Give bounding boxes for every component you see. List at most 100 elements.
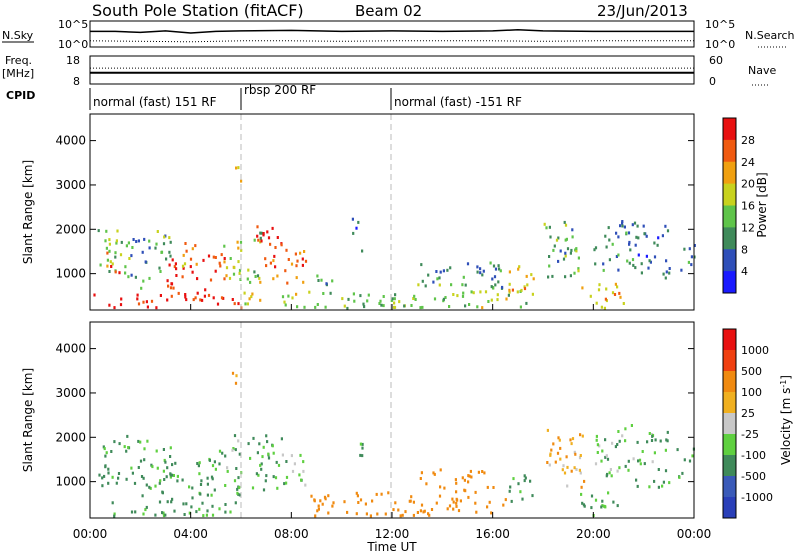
data-cell: [195, 262, 198, 266]
velocity-plot: 1000 2000 3000 4000 00:00 04:00 08:00 12:00 16:…: [21, 321, 711, 554]
data-cell: [608, 471, 611, 475]
data-cell: [158, 500, 162, 504]
colorbar-swatch: [723, 183, 736, 206]
data-cell: [145, 483, 148, 487]
data-cell: [439, 485, 442, 489]
data-cell: [556, 451, 560, 455]
data-cell: [142, 512, 145, 516]
x-axis-label: Time UT: [366, 540, 417, 554]
data-cell: [353, 299, 356, 303]
data-cell: [474, 501, 477, 505]
data-cell: [125, 244, 128, 248]
data-cell: [192, 298, 195, 302]
data-cell: [621, 434, 624, 438]
data-cell: [461, 476, 464, 480]
data-cell: [224, 454, 227, 458]
data-cell: [501, 285, 504, 289]
data-cell: [690, 255, 693, 259]
x-tick-label: 12:00: [375, 527, 410, 541]
data-cell: [141, 494, 144, 498]
data-cell: [199, 298, 202, 302]
data-cell: [249, 456, 252, 460]
data-cell: [302, 460, 305, 464]
cpid-segment-0: normal (fast) 151 RF: [93, 95, 217, 109]
data-cell: [457, 509, 461, 513]
data-cell: [126, 434, 129, 438]
data-cell: [119, 253, 123, 257]
data-cell: [140, 475, 144, 478]
data-cell: [224, 484, 227, 487]
data-cell: [211, 477, 214, 481]
data-cell: [213, 488, 216, 492]
data-cell: [656, 243, 659, 247]
data-cell: [316, 303, 319, 306]
data-cell: [653, 479, 656, 483]
data-cell: [135, 240, 138, 243]
data-cell: [287, 294, 290, 298]
data-cell: [508, 290, 511, 294]
data-cell: [177, 291, 180, 295]
data-cell: [108, 249, 111, 253]
data-cell: [343, 304, 346, 308]
data-cell: [397, 508, 400, 512]
data-cell: [566, 484, 569, 488]
data-cell: [612, 500, 615, 504]
data-cell: [316, 274, 319, 278]
data-cell: [637, 236, 640, 240]
data-cell: [452, 293, 455, 296]
data-cell: [265, 434, 268, 438]
data-cell: [691, 454, 694, 458]
data-cell: [602, 268, 605, 272]
data-cell: [638, 458, 642, 462]
data-cell: [546, 428, 549, 432]
data-cell: [140, 286, 143, 290]
data-cell: [173, 509, 176, 513]
data-cell: [252, 436, 255, 440]
data-cell: [571, 437, 575, 441]
data-cell: [194, 296, 197, 300]
data-cell: [413, 294, 416, 298]
data-cell: [640, 271, 643, 275]
data-cell: [476, 265, 479, 269]
data-cell: [566, 465, 569, 469]
data-cell: [171, 463, 174, 467]
data-cell: [442, 269, 445, 273]
data-cell: [590, 506, 593, 510]
data-cell: [259, 280, 262, 284]
data-cell: [361, 454, 364, 458]
data-cell: [654, 438, 657, 442]
data-cell: [637, 253, 640, 257]
frequency-panel: Freq. [MHz] 18 8 60 0 Nave: [2, 54, 776, 88]
data-cell: [295, 292, 298, 296]
data-cell: [606, 457, 610, 461]
data-cell: [156, 466, 159, 470]
data-cell: [482, 269, 485, 273]
data-cell: [142, 300, 145, 304]
data-cell: [464, 283, 467, 287]
data-cell: [414, 298, 417, 301]
data-cell: [267, 452, 270, 456]
data-cell: [636, 484, 639, 488]
data-cell: [225, 266, 229, 270]
data-cell: [452, 507, 455, 511]
nave-tick-top: 60: [709, 54, 723, 67]
data-cell: [194, 244, 197, 248]
data-cell: [468, 303, 471, 306]
data-cell: [481, 306, 484, 310]
data-cell: [384, 512, 387, 516]
data-cell: [113, 512, 116, 516]
data-cell: [116, 229, 119, 233]
data-cell: [610, 474, 613, 478]
data-cell: [212, 296, 215, 300]
data-cell: [130, 466, 133, 470]
data-cell: [184, 295, 187, 299]
data-cell: [454, 478, 457, 482]
data-cell: [498, 267, 501, 271]
data-cell: [105, 229, 108, 233]
data-cell: [184, 293, 187, 296]
data-cell: [581, 501, 584, 505]
power-y-axis-label: Slant Range [km]: [21, 160, 35, 264]
data-cell: [233, 302, 236, 306]
data-cell: [648, 259, 651, 263]
data-cell: [212, 255, 215, 259]
